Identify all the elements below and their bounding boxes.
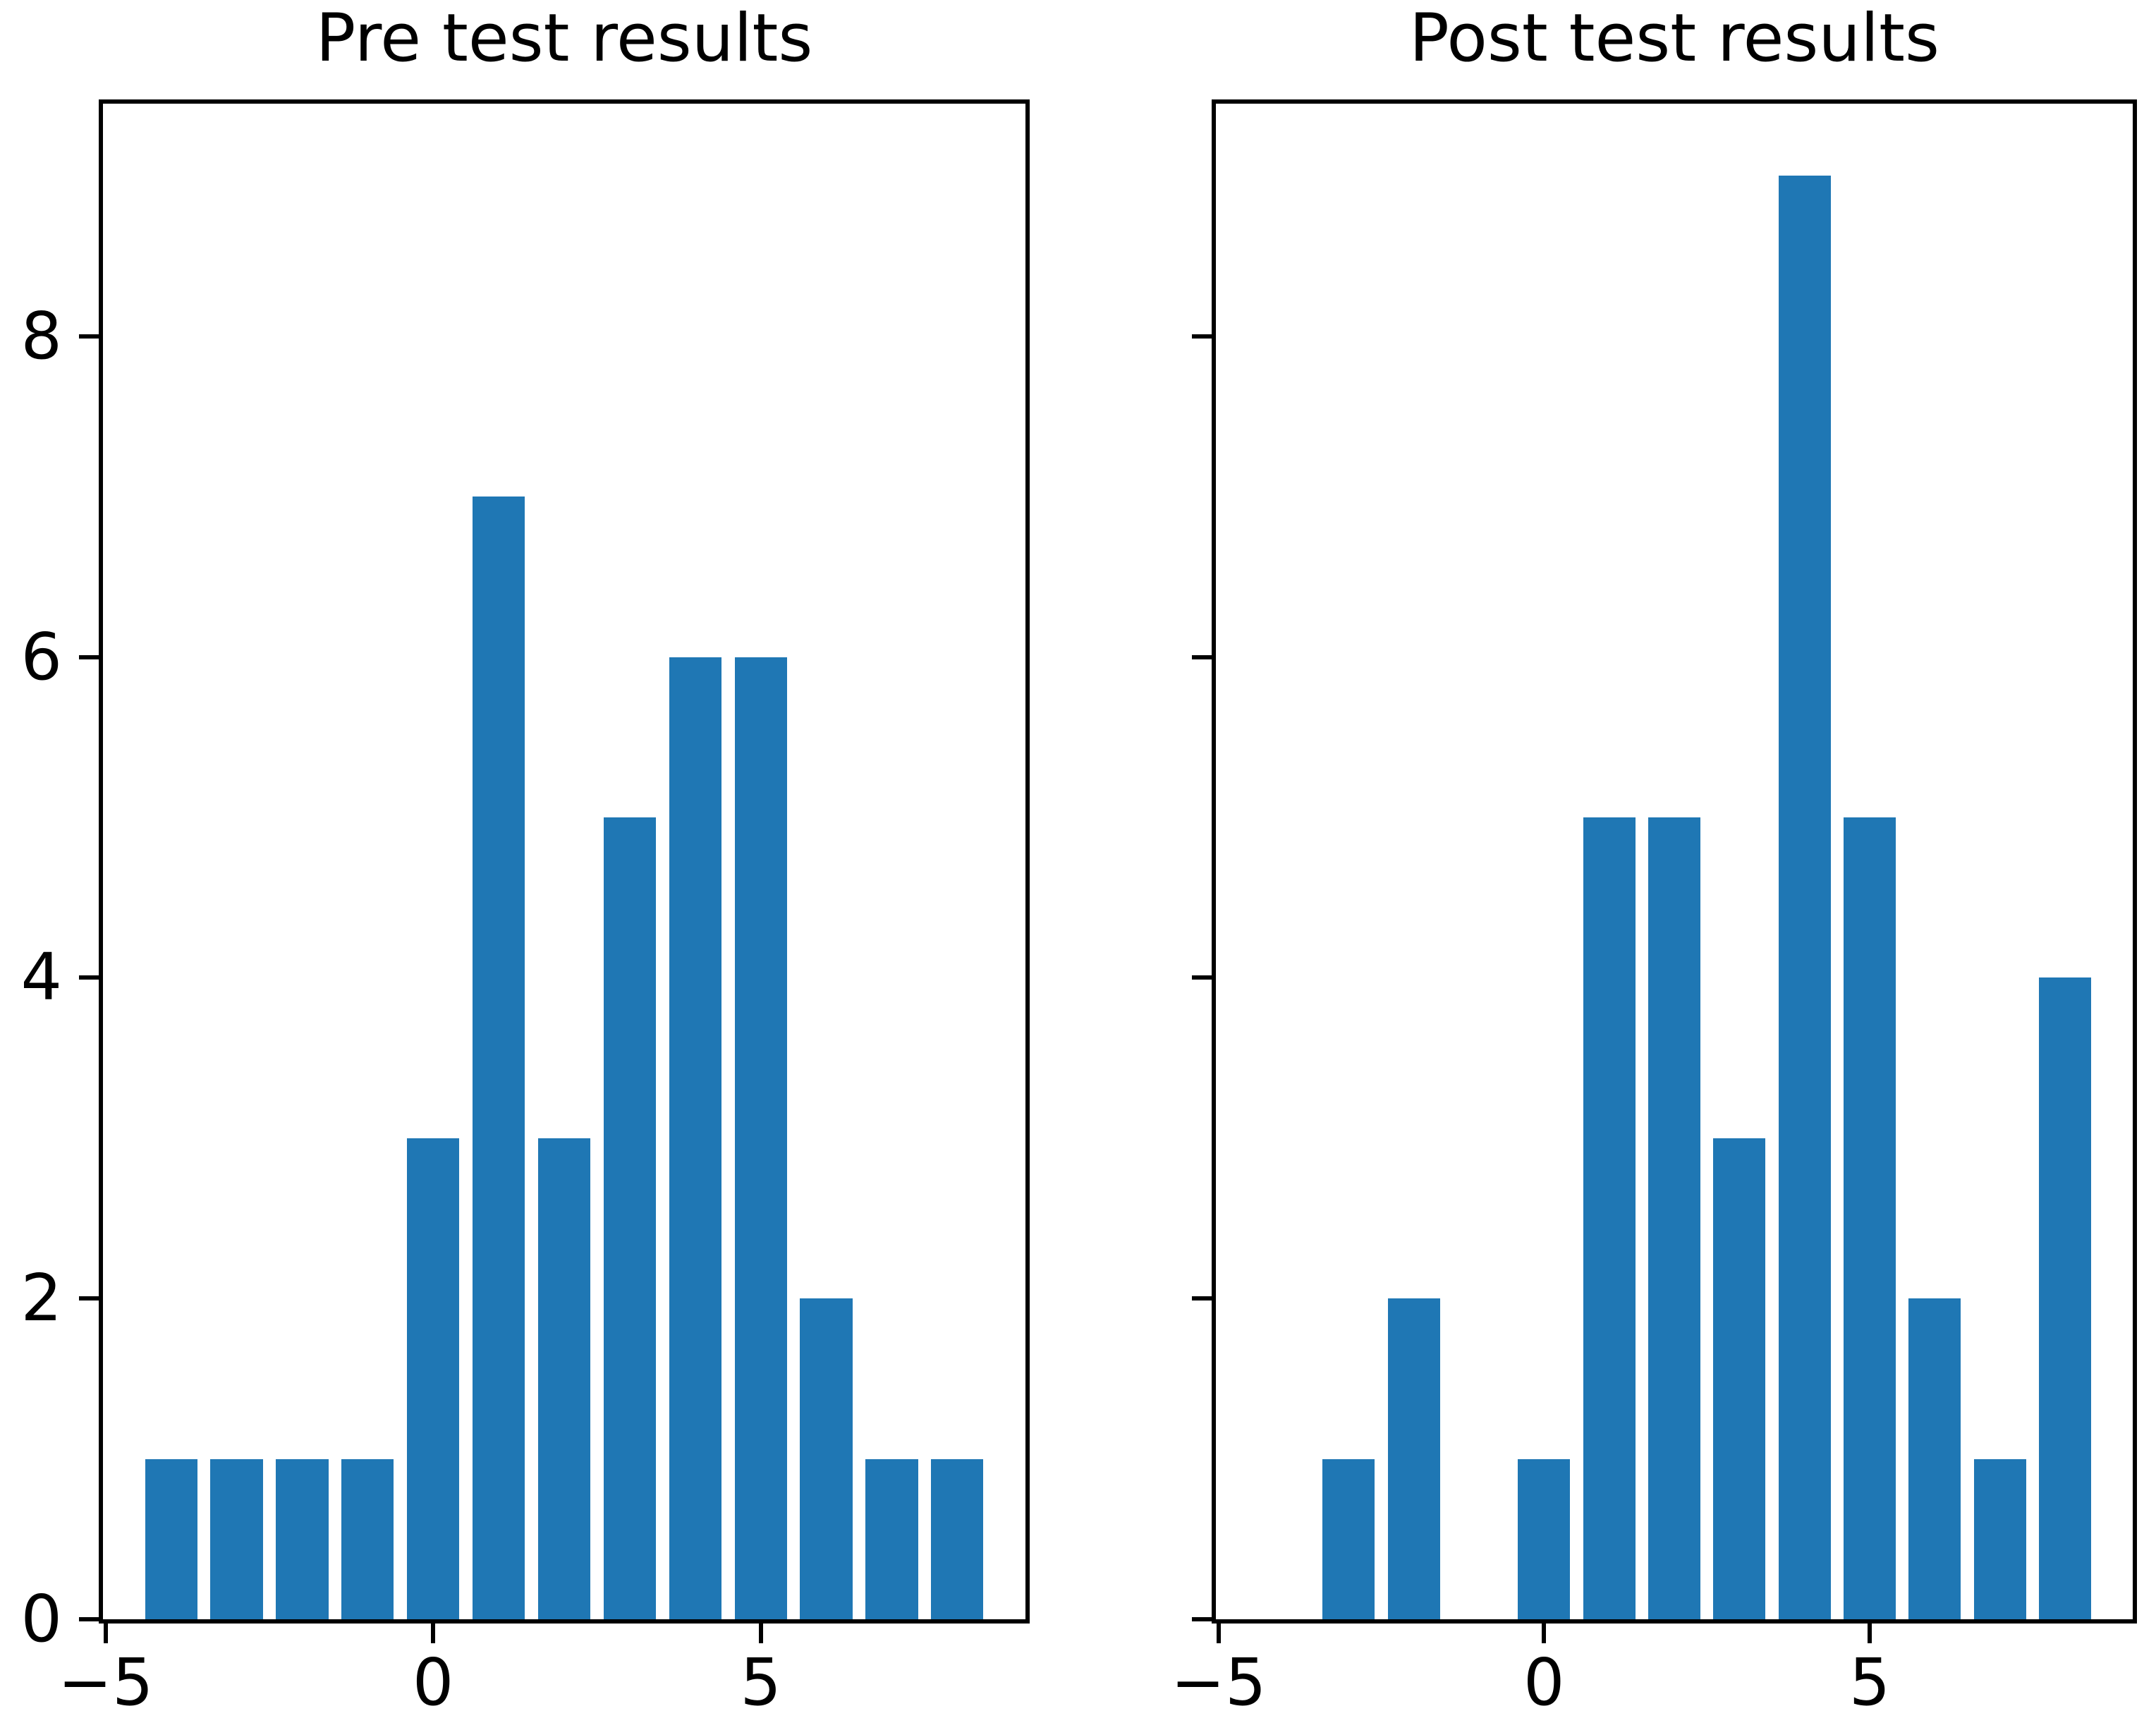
histogram-bar xyxy=(931,1458,984,1619)
x-tick-label: −5 xyxy=(1170,1645,1267,1720)
x-tick-label: 0 xyxy=(412,1645,454,1720)
x-tick xyxy=(1216,1624,1221,1643)
histogram-bar xyxy=(210,1458,263,1619)
plot-title-post-test: Post test results xyxy=(1409,0,1939,77)
x-tick-label: 0 xyxy=(1523,1645,1565,1720)
histogram-bar xyxy=(603,817,656,1619)
plot-title-pre-test: Pre test results xyxy=(315,0,813,77)
histogram-bar xyxy=(1518,1458,1571,1619)
histogram-bar xyxy=(341,1458,394,1619)
y-tick xyxy=(1192,975,1212,980)
x-tick xyxy=(758,1624,763,1643)
x-tick xyxy=(103,1624,108,1643)
x-tick-label: −5 xyxy=(57,1645,154,1720)
histogram-bar xyxy=(472,497,525,1619)
plot-area-post-test xyxy=(1216,104,2133,1619)
histogram-bar xyxy=(1387,1298,1440,1619)
x-tick-label: 5 xyxy=(740,1645,781,1720)
plot-area-pre-test xyxy=(103,104,1025,1619)
histogram-bar xyxy=(800,1298,853,1619)
histogram-bar xyxy=(669,657,721,1619)
histogram-bar xyxy=(537,1138,591,1619)
y-tick xyxy=(79,1617,99,1621)
histogram-bar xyxy=(1713,1138,1766,1619)
y-tick xyxy=(79,334,99,339)
histogram-bar xyxy=(1844,817,1896,1619)
histogram-bar xyxy=(1583,817,1636,1619)
y-tick xyxy=(79,654,99,659)
histogram-bar xyxy=(2039,977,2091,1619)
histogram-bar xyxy=(1322,1458,1375,1619)
x-tick xyxy=(1542,1624,1547,1643)
histogram-bar xyxy=(734,657,787,1619)
x-tick-label: 5 xyxy=(1849,1645,1891,1720)
axes-post-test xyxy=(1212,99,2137,1624)
histogram-bar xyxy=(145,1458,197,1619)
y-tick-label: 6 xyxy=(20,619,62,695)
y-tick-label: 0 xyxy=(20,1581,62,1657)
y-tick xyxy=(1192,1296,1212,1301)
histogram-bar xyxy=(1908,1298,1961,1619)
histogram-bar xyxy=(276,1458,329,1619)
histogram-bar xyxy=(407,1138,460,1619)
x-tick xyxy=(1868,1624,1872,1643)
y-tick xyxy=(1192,654,1212,659)
histogram-bar xyxy=(1973,1458,2026,1619)
histogram-bar xyxy=(1778,176,1831,1619)
axes-pre-test xyxy=(99,99,1030,1624)
x-tick xyxy=(431,1624,436,1643)
y-tick-label: 4 xyxy=(20,939,62,1016)
y-tick xyxy=(79,1296,99,1301)
histogram-bar xyxy=(1648,817,1700,1619)
histogram-bar xyxy=(865,1458,918,1619)
y-tick xyxy=(1192,1617,1212,1621)
y-tick-label: 8 xyxy=(20,298,62,374)
y-tick-label: 2 xyxy=(20,1260,62,1336)
y-tick xyxy=(79,975,99,980)
y-tick xyxy=(1192,334,1212,339)
